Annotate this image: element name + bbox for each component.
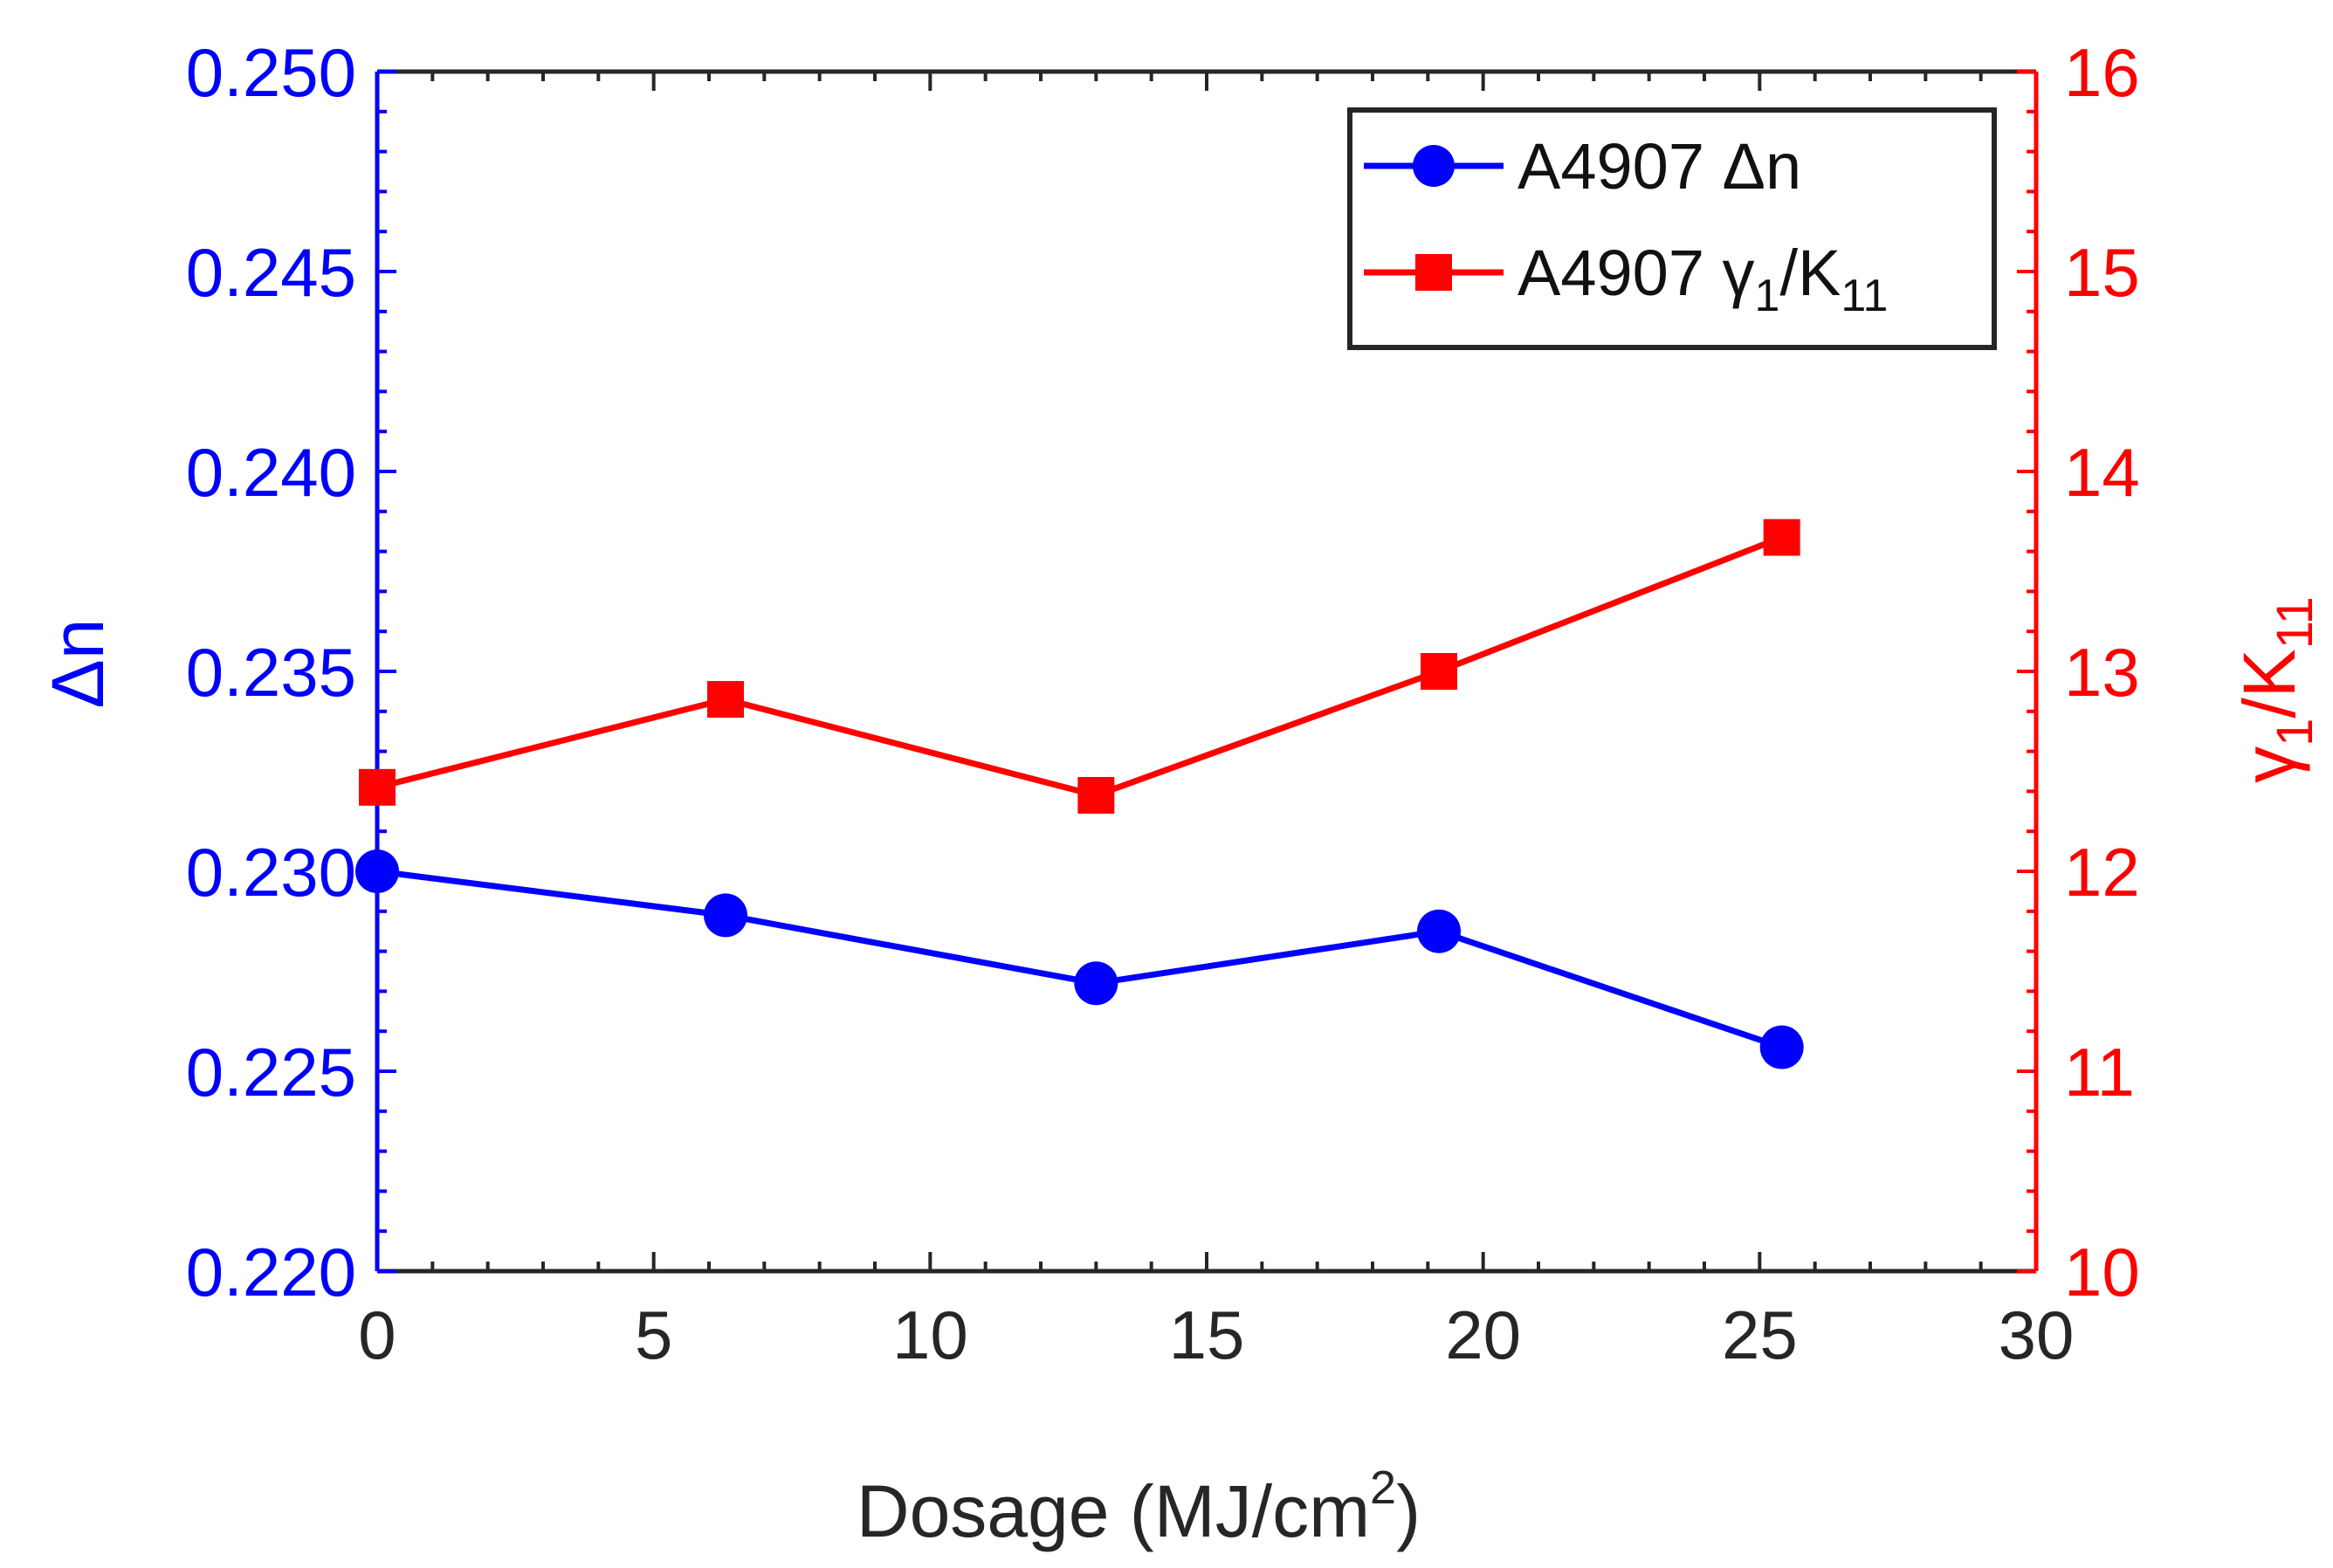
x-tick-label: 10 bbox=[892, 1296, 968, 1373]
y-axis-left: 0.220 0.225 0.230 0.235 0.240 0.245 0.250 bbox=[186, 34, 396, 1310]
x-axis-title: Dosage (MJ/cm2) bbox=[857, 1461, 1421, 1552]
x-axis-title-superscript: 2 bbox=[1370, 1461, 1396, 1514]
x-axis-title-end: ) bbox=[1396, 1470, 1421, 1552]
data-point-circle bbox=[355, 849, 399, 893]
x-tick-label: 0 bbox=[358, 1296, 396, 1373]
y-right-tick-label: 11 bbox=[2064, 1034, 2135, 1111]
y-axis-right: 10 11 12 13 14 15 16 bbox=[2017, 34, 2140, 1310]
data-point-square bbox=[1421, 653, 1457, 690]
legend-marker-circle bbox=[1413, 145, 1455, 187]
legend-label-gamma-k: A4907 γ1/K11 bbox=[1517, 237, 1888, 321]
legend-label-gamma-main: A4907 γ bbox=[1517, 237, 1755, 309]
legend-label-gamma-sub2: 11 bbox=[1841, 271, 1888, 321]
y-left-tick-label: 0.250 bbox=[186, 34, 356, 111]
y-right-tick-label: 16 bbox=[2064, 34, 2140, 111]
y-axis-right-title: γ1/K11 bbox=[2228, 596, 2323, 783]
data-point-square bbox=[1763, 519, 1800, 556]
y-axis-right-title-sub2: 11 bbox=[2267, 596, 2323, 649]
data-point-circle bbox=[1074, 961, 1118, 1006]
series-delta-n bbox=[355, 849, 1804, 1069]
y-right-tick-label: 13 bbox=[2064, 634, 2140, 711]
y-axis-right-title-mid: /K bbox=[2228, 649, 2310, 718]
y-left-tick-label: 0.240 bbox=[186, 434, 356, 511]
series-line-left bbox=[376, 868, 1783, 1050]
x-tick-label: 25 bbox=[1722, 1296, 1798, 1373]
x-tick-label: 5 bbox=[635, 1296, 672, 1373]
legend-label-gamma-sub1: 1 bbox=[1755, 271, 1780, 321]
y-left-tick-label: 0.235 bbox=[186, 634, 356, 711]
x-tick-label: 15 bbox=[1169, 1296, 1245, 1373]
data-point-circle bbox=[1417, 909, 1461, 953]
legend-marker-square bbox=[1415, 254, 1452, 291]
x-tick-label: 30 bbox=[1999, 1296, 2075, 1373]
x-axis-title-main: Dosage (MJ/cm bbox=[857, 1470, 1370, 1552]
y-left-tick-label: 0.245 bbox=[186, 234, 356, 311]
data-point-square bbox=[359, 768, 396, 806]
x-axis: 0 5 10 15 20 25 30 bbox=[358, 69, 2075, 1373]
x-tick-label: 20 bbox=[1445, 1296, 1521, 1373]
plot-series bbox=[355, 519, 1804, 1069]
legend: A4907 Δn A4907 γ1/K11 bbox=[1347, 107, 1997, 350]
y-right-tick-label: 14 bbox=[2064, 434, 2140, 511]
data-point-circle bbox=[704, 893, 747, 938]
data-point-square bbox=[707, 681, 744, 719]
y-axis-left-title: Δn bbox=[37, 619, 119, 709]
y-right-tick-label: 12 bbox=[2064, 834, 2140, 911]
y-right-tick-label: 15 bbox=[2064, 234, 2140, 311]
legend-label-gamma-mid: /K bbox=[1779, 237, 1841, 309]
series-line-right bbox=[376, 534, 1783, 799]
y-right-tick-label: 10 bbox=[2064, 1234, 2140, 1310]
data-point-circle bbox=[1759, 1025, 1804, 1069]
y-left-tick-label: 0.225 bbox=[186, 1034, 356, 1111]
y-axis-right-title-gamma: γ bbox=[2228, 746, 2310, 783]
legend-label-delta-n: A4907 Δn bbox=[1517, 130, 1801, 203]
legend-box bbox=[1347, 107, 1997, 350]
data-point-square bbox=[1077, 776, 1115, 814]
y-axis-right-title-sub1: 1 bbox=[2267, 719, 2323, 746]
y-left-tick-label: 0.230 bbox=[186, 834, 356, 911]
legend-entry-gamma-k: A4907 γ1/K11 bbox=[1364, 237, 1888, 321]
series-gamma-k11 bbox=[359, 519, 1800, 814]
y-left-tick-label: 0.220 bbox=[186, 1234, 356, 1310]
legend-entry-delta-n: A4907 Δn bbox=[1364, 130, 1801, 203]
